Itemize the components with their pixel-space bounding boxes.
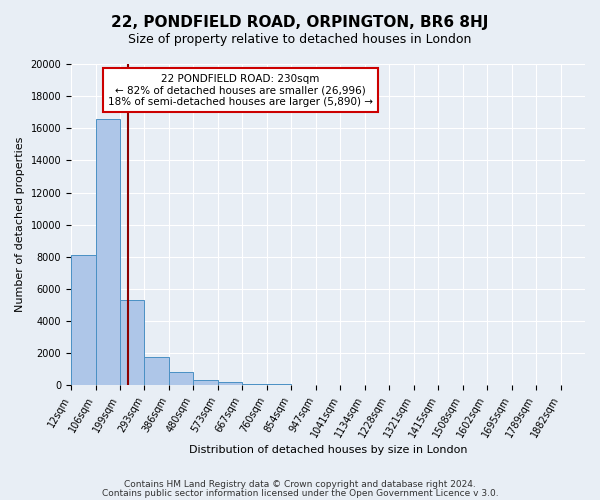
Bar: [193, 380, 218, 386]
Text: Contains public sector information licensed under the Open Government Licence v : Contains public sector information licen…: [101, 488, 499, 498]
X-axis label: Distribution of detached houses by size in London: Distribution of detached houses by size …: [189, 445, 467, 455]
Bar: [95, 118, 120, 386]
Text: 22 PONDFIELD ROAD: 230sqm
← 82% of detached houses are smaller (26,996)
18% of s: 22 PONDFIELD ROAD: 230sqm ← 82% of detac…: [108, 74, 373, 107]
Bar: [71, 255, 95, 386]
Text: Size of property relative to detached houses in London: Size of property relative to detached ho…: [128, 32, 472, 46]
Bar: [145, 357, 169, 386]
Text: 22, PONDFIELD ROAD, ORPINGTON, BR6 8HJ: 22, PONDFIELD ROAD, ORPINGTON, BR6 8HJ: [112, 15, 488, 30]
Bar: [169, 372, 193, 386]
Bar: [267, 384, 292, 386]
Bar: [120, 300, 145, 386]
Bar: [242, 384, 267, 386]
Y-axis label: Number of detached properties: Number of detached properties: [15, 137, 25, 312]
Text: Contains HM Land Registry data © Crown copyright and database right 2024.: Contains HM Land Registry data © Crown c…: [124, 480, 476, 489]
Bar: [292, 384, 316, 386]
Bar: [218, 382, 242, 386]
